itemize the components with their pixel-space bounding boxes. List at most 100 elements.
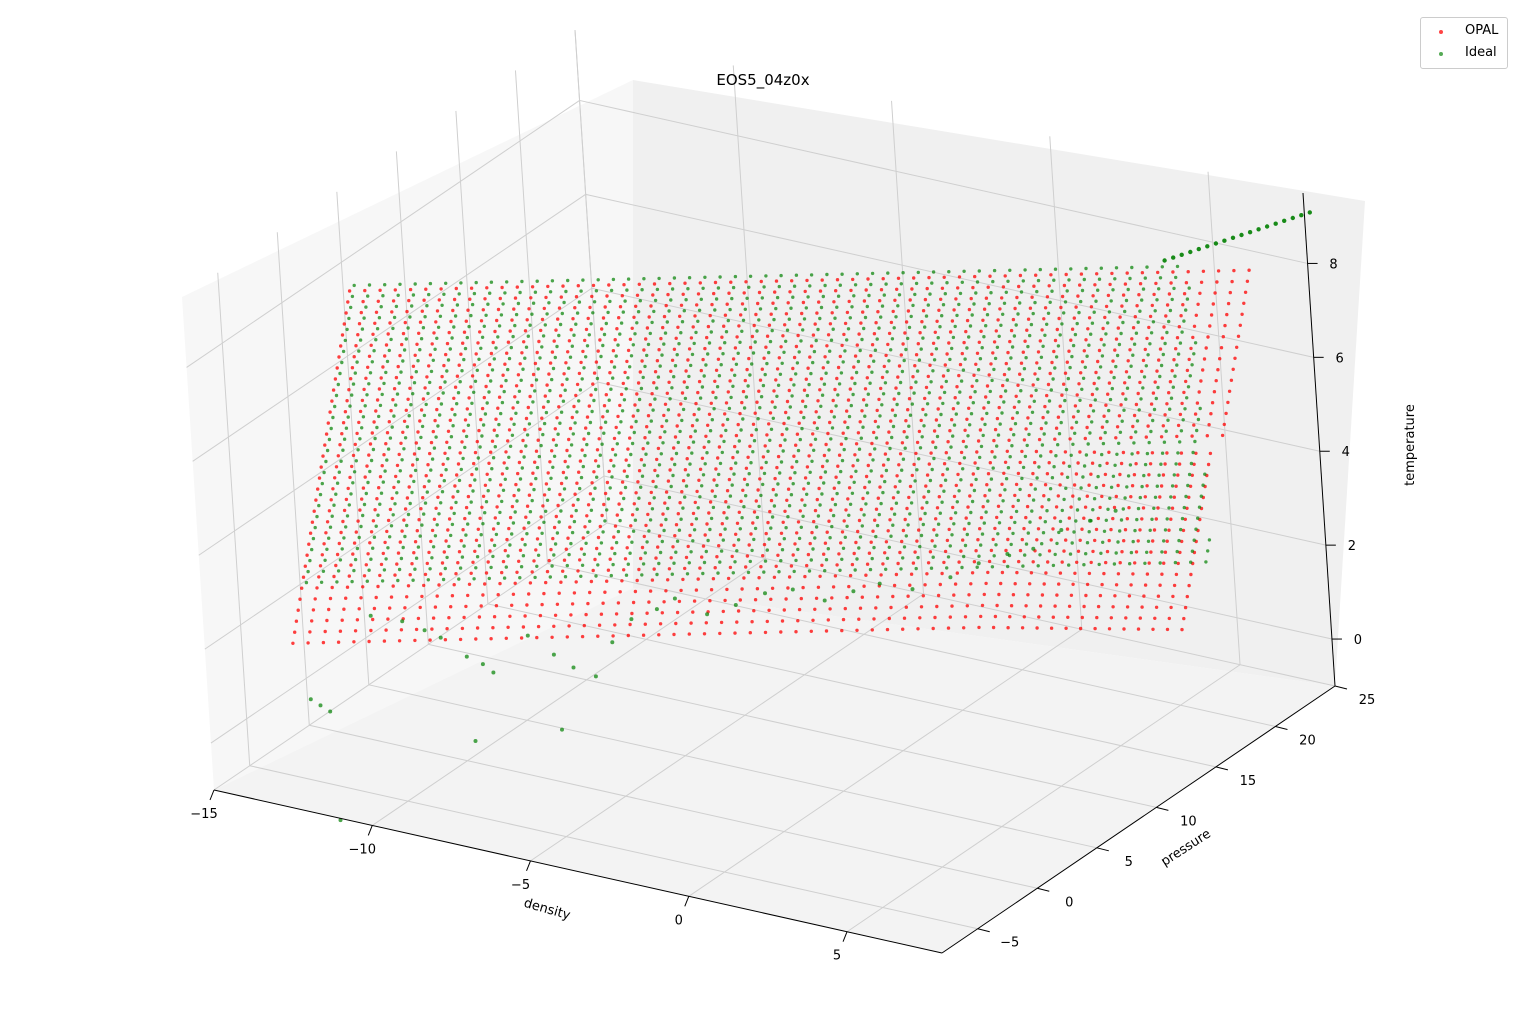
ideal-point — [384, 370, 388, 375]
ideal-point — [733, 274, 738, 279]
ideal-point — [393, 502, 397, 506]
ideal-point — [987, 302, 991, 306]
opal-point — [892, 397, 896, 401]
opal-point — [532, 559, 536, 563]
opal-point — [570, 602, 575, 606]
ideal-point — [1068, 365, 1072, 370]
ideal-point — [473, 478, 477, 482]
ideal-point — [855, 272, 859, 276]
ideal-point — [656, 474, 660, 478]
ideal-point — [1163, 528, 1168, 532]
opal-point — [600, 327, 604, 331]
opal-point — [937, 308, 941, 312]
ideal-point — [396, 480, 401, 484]
opal-point — [545, 569, 550, 574]
ideal-point — [1256, 227, 1261, 232]
ideal-point — [940, 314, 944, 318]
ideal-point — [1026, 531, 1031, 535]
opal-point — [749, 532, 753, 536]
opal-point — [724, 500, 728, 504]
ideal-point — [900, 369, 905, 374]
ideal-point — [402, 348, 407, 352]
opal-point — [399, 441, 403, 445]
opal-point — [1169, 517, 1173, 521]
opal-point — [1046, 382, 1051, 387]
ideal-point — [370, 360, 374, 364]
opal-point — [494, 417, 498, 421]
ideal-point — [818, 316, 822, 321]
opal-point — [477, 428, 481, 433]
ideal-point — [536, 553, 541, 557]
opal-point — [390, 496, 394, 501]
ideal-point — [1059, 528, 1064, 532]
opal-point — [401, 331, 406, 336]
ideal-point — [966, 434, 970, 438]
ideal-point — [572, 333, 576, 337]
ideal-point — [481, 423, 486, 427]
opal-point — [752, 323, 756, 328]
ideal-point — [1151, 418, 1155, 423]
ideal-point — [494, 346, 498, 350]
opal-point — [1099, 337, 1104, 342]
opal-point — [529, 296, 533, 300]
opal-point — [533, 460, 537, 464]
opal-point — [1193, 412, 1198, 416]
opal-point — [1185, 506, 1189, 510]
ideal-point — [932, 358, 937, 362]
opal-point — [1140, 271, 1145, 275]
ideal-point — [455, 402, 459, 406]
opal-point — [1147, 473, 1151, 477]
ideal-point — [1149, 331, 1154, 335]
opal-point — [903, 331, 907, 335]
ideal-point — [561, 399, 566, 403]
opal-point — [449, 319, 453, 324]
opal-point — [861, 496, 865, 501]
opal-point — [1206, 462, 1211, 467]
opal-point — [1022, 615, 1026, 619]
opal-point — [436, 495, 440, 499]
opal-point — [1040, 328, 1044, 332]
ideal-point — [594, 574, 598, 578]
ideal-point — [984, 510, 988, 514]
opal-point — [438, 484, 442, 488]
opal-point — [334, 465, 339, 469]
ideal-point — [765, 548, 769, 552]
opal-point — [450, 407, 454, 411]
opal-point — [1187, 357, 1191, 362]
opal-point — [902, 616, 907, 620]
opal-point — [1036, 527, 1041, 531]
opal-point — [846, 497, 850, 501]
ideal-point — [1058, 333, 1062, 337]
ideal-point — [982, 335, 986, 339]
opal-point — [795, 432, 800, 436]
opal-point — [606, 382, 610, 386]
opal-point — [1108, 282, 1112, 287]
opal-point — [1107, 538, 1111, 543]
opal-point — [794, 443, 798, 447]
opal-point — [1207, 423, 1211, 427]
ideal-point — [974, 477, 978, 482]
ideal-point — [1153, 495, 1158, 499]
ideal-point — [397, 567, 402, 572]
ideal-point — [832, 415, 836, 419]
ideal-point — [349, 492, 353, 496]
ideal-point — [1165, 517, 1169, 521]
opal-point — [873, 518, 877, 522]
opal-point — [853, 354, 858, 358]
opal-point — [541, 405, 546, 409]
opal-point — [344, 497, 349, 502]
opal-point — [631, 600, 636, 605]
ideal-point — [673, 462, 677, 467]
ideal-point — [1046, 311, 1051, 315]
ideal-point — [736, 538, 741, 542]
ideal-point — [614, 354, 618, 358]
opal-point — [674, 336, 678, 340]
ideal-point — [1122, 408, 1126, 412]
ideal-point — [1149, 429, 1153, 434]
ideal-point — [837, 480, 841, 485]
ideal-point — [786, 416, 791, 420]
opal-point — [950, 604, 954, 608]
ideal-point — [478, 445, 482, 449]
ideal-point — [962, 456, 967, 460]
ideal-point — [768, 339, 773, 344]
